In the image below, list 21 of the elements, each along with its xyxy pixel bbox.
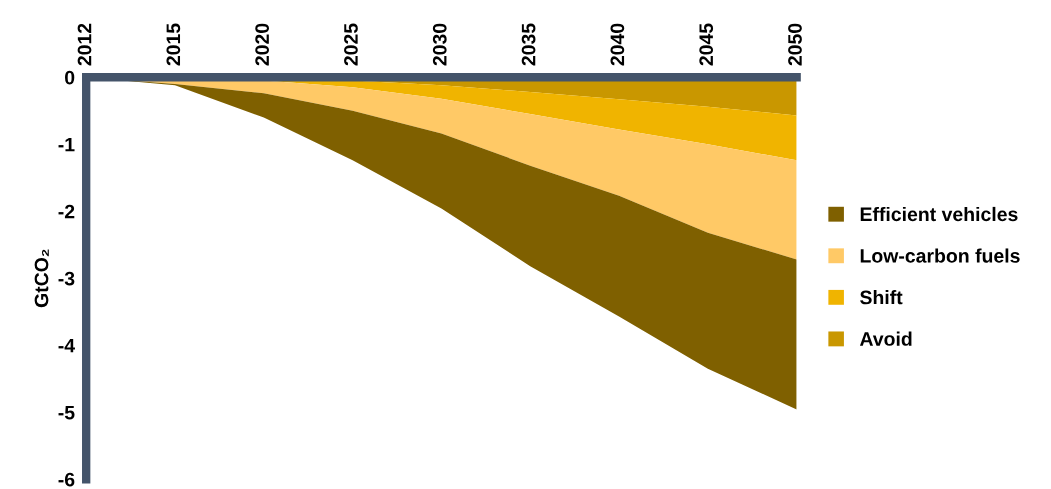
y-tick-label: -1 [58,137,75,152]
y-axis-title: GtCO₂ [34,249,49,308]
x-tick-label: 2030 [432,23,447,66]
legend-label: Shift [860,290,903,305]
x-tick-label: 2012 [77,23,92,66]
y-tick-label: -4 [58,338,75,353]
y-tick-label: -2 [58,204,75,219]
y-tick-label: -3 [58,271,75,286]
legend-label: Low-carbon fuels [860,248,1020,263]
y-tick-label: 0 [65,70,75,85]
legend-label: Efficient vehicles [860,206,1018,222]
x-tick-label: 2050 [788,23,802,66]
y-tick-label: -6 [58,472,75,487]
y-tick-label: -5 [58,405,75,420]
x-tick-label: 2045 [699,23,714,66]
x-tick-label: 2040 [610,23,625,66]
legend-label: Avoid [859,331,912,346]
x-tick-label: 2025 [344,23,358,66]
x-tick-label: 2015 [166,23,181,66]
x-tick-label: 2035 [521,23,536,66]
x-tick-label: 2020 [255,23,270,66]
